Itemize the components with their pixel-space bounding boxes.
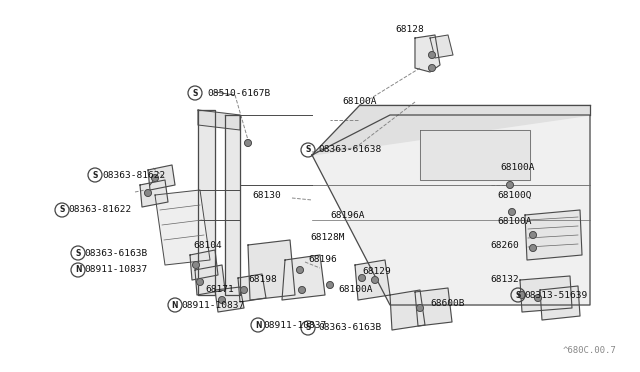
- Text: 68104: 68104: [193, 241, 221, 250]
- Circle shape: [529, 231, 536, 238]
- Text: S: S: [60, 205, 65, 215]
- Text: 68600B: 68600B: [430, 298, 465, 308]
- Polygon shape: [198, 110, 240, 130]
- Text: 08363-61638: 08363-61638: [318, 145, 381, 154]
- Text: S: S: [92, 170, 98, 180]
- Circle shape: [358, 275, 365, 282]
- Polygon shape: [140, 180, 168, 207]
- Polygon shape: [282, 255, 325, 300]
- Circle shape: [529, 244, 536, 251]
- Polygon shape: [390, 290, 425, 330]
- Polygon shape: [155, 190, 210, 265]
- Text: ^680C.00.7: ^680C.00.7: [563, 346, 616, 355]
- Polygon shape: [355, 260, 390, 300]
- Text: 08911-10837: 08911-10837: [84, 266, 147, 275]
- Circle shape: [506, 182, 513, 189]
- Circle shape: [509, 208, 515, 215]
- Polygon shape: [415, 35, 440, 72]
- Circle shape: [429, 64, 435, 71]
- Text: N: N: [255, 321, 261, 330]
- Text: 68100A: 68100A: [342, 97, 376, 106]
- Circle shape: [193, 262, 200, 269]
- Polygon shape: [430, 35, 453, 58]
- Text: 08363-6163B: 08363-6163B: [84, 248, 147, 257]
- Polygon shape: [520, 276, 572, 312]
- Text: 68129: 68129: [362, 267, 391, 276]
- Circle shape: [152, 174, 159, 182]
- Circle shape: [371, 276, 378, 283]
- Text: 08363-81622: 08363-81622: [102, 170, 165, 180]
- Text: 68196A: 68196A: [330, 211, 365, 219]
- Text: 68130: 68130: [252, 190, 281, 199]
- Text: 68196: 68196: [308, 256, 337, 264]
- Polygon shape: [195, 265, 225, 295]
- Polygon shape: [525, 210, 582, 260]
- Circle shape: [518, 292, 525, 298]
- Text: N: N: [75, 266, 81, 275]
- Text: 68198: 68198: [248, 276, 276, 285]
- Text: 68100A: 68100A: [500, 164, 534, 173]
- Text: S: S: [515, 291, 521, 299]
- Polygon shape: [540, 286, 580, 320]
- Text: 68128M: 68128M: [310, 234, 344, 243]
- Text: 68100A: 68100A: [338, 285, 372, 295]
- Text: 68100Q: 68100Q: [497, 190, 531, 199]
- Polygon shape: [312, 115, 590, 305]
- Text: S: S: [192, 89, 198, 97]
- Polygon shape: [312, 105, 590, 155]
- Polygon shape: [190, 250, 218, 280]
- Polygon shape: [415, 288, 452, 326]
- Circle shape: [218, 296, 225, 304]
- Circle shape: [326, 282, 333, 289]
- Polygon shape: [238, 274, 266, 302]
- Text: 68128: 68128: [395, 26, 424, 35]
- Circle shape: [429, 51, 435, 58]
- Text: 68100A: 68100A: [497, 218, 531, 227]
- Polygon shape: [215, 287, 244, 312]
- Text: S: S: [305, 324, 310, 333]
- Text: 08363-81622: 08363-81622: [68, 205, 131, 215]
- Polygon shape: [248, 240, 295, 300]
- Circle shape: [296, 266, 303, 273]
- Polygon shape: [225, 115, 240, 295]
- Text: 68171: 68171: [205, 285, 234, 295]
- Text: 68260: 68260: [490, 241, 519, 250]
- Circle shape: [241, 286, 248, 294]
- Text: 08363-6163B: 08363-6163B: [318, 324, 381, 333]
- Text: N: N: [172, 301, 179, 310]
- Circle shape: [417, 305, 424, 311]
- Text: 08510-6167B: 08510-6167B: [207, 89, 270, 97]
- Text: S: S: [305, 145, 310, 154]
- Circle shape: [145, 189, 152, 196]
- Circle shape: [298, 286, 305, 294]
- Circle shape: [244, 140, 252, 147]
- Text: 08313-51639: 08313-51639: [524, 291, 588, 299]
- Text: 68132: 68132: [490, 276, 519, 285]
- Text: S: S: [76, 248, 81, 257]
- Circle shape: [196, 279, 204, 285]
- Polygon shape: [148, 165, 175, 190]
- Polygon shape: [198, 110, 215, 295]
- Polygon shape: [420, 130, 530, 180]
- Text: 08911-10837: 08911-10837: [181, 301, 244, 310]
- Text: 08911-10837: 08911-10837: [263, 321, 326, 330]
- Circle shape: [534, 295, 541, 301]
